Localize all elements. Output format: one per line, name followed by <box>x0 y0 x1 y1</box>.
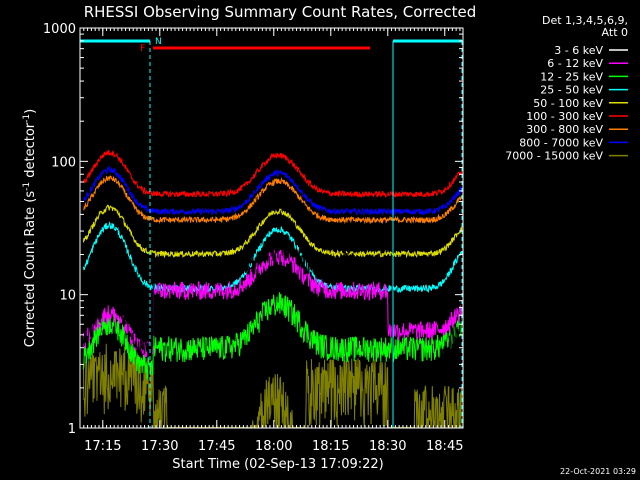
legend-label: 3 - 6 keV <box>554 44 603 57</box>
y-tick-label: 1 <box>68 422 76 437</box>
y-tick-label: 100 <box>51 155 76 170</box>
series-line-6-12-kev <box>82 248 463 359</box>
series-line-12-25-kev <box>82 292 463 380</box>
x-tick-label: 17:15 <box>84 439 121 454</box>
plot-frame <box>79 27 464 429</box>
legend-label: 12 - 25 keV <box>540 70 603 83</box>
legend-header-line1: Det 1,3,4,5,6,9, <box>542 14 628 27</box>
y-axis-label-exp1: -1 <box>22 182 32 191</box>
series-line-3-6-kev <box>82 238 463 399</box>
x-tick-label: 18:45 <box>426 439 463 454</box>
x-tick-label: 17:30 <box>141 439 178 454</box>
x-tick-label: 18:15 <box>312 439 349 454</box>
legend-label: 100 - 300 keV <box>526 110 603 123</box>
legend-label: 50 - 100 keV <box>533 97 603 110</box>
series-line-100-300-kev <box>82 149 463 198</box>
legend-label: 300 - 800 keV <box>526 123 603 136</box>
series-line-50-100-kev <box>82 204 463 259</box>
legend-header-line2: Att 0 <box>602 26 628 39</box>
legend-label: 7000 - 15000 keV <box>505 150 603 163</box>
series-line-800-7000-kev <box>83 165 463 216</box>
legend-label: 25 - 50 keV <box>540 84 603 97</box>
state-label-f: F <box>140 44 145 54</box>
y-axis-label: Corrected Count Rate (s-1 detector-1) <box>22 109 38 347</box>
x-axis-label: Start Time (02-Sep-13 17:09:22) <box>172 457 383 472</box>
x-tick-label: 18:30 <box>369 439 406 454</box>
state-label-n: N <box>155 37 162 47</box>
series-line-300-800-kev <box>83 175 463 225</box>
chart-title: RHESSI Observing Summary Count Rates, Co… <box>84 3 477 21</box>
y-axis-label-exp2: -1 <box>22 114 32 123</box>
x-tick-label: 17:45 <box>198 439 235 454</box>
x-tick-label: 18:00 <box>255 439 292 454</box>
plot-area: NF 1 10 100 1000 17:15 17:30 17:45 18:00 18:15 18:… <box>43 22 464 454</box>
y-tick-label: 10 <box>59 289 76 304</box>
timestamp: 22-Oct-2021 03:29 <box>560 467 636 476</box>
legend-label: 800 - 7000 keV <box>519 136 603 149</box>
legend-label: 6 - 12 keV <box>547 57 603 70</box>
y-axis-label-end: ) <box>23 109 38 114</box>
series-line-25-50-kev <box>82 221 463 294</box>
y-axis-label-mid: detector <box>23 122 38 182</box>
y-axis-label-main: Corrected Count Rate (s <box>23 191 38 348</box>
y-tick-label: 1000 <box>43 22 76 37</box>
